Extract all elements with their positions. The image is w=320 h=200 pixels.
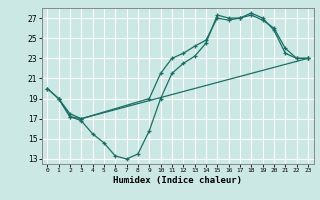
X-axis label: Humidex (Indice chaleur): Humidex (Indice chaleur) <box>113 176 242 185</box>
